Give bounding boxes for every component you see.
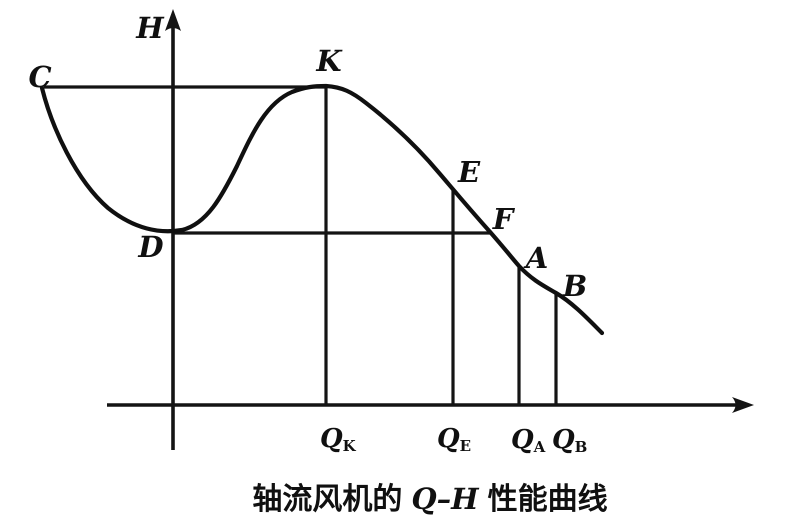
point-label-c: C xyxy=(28,60,51,94)
caption-suffix: 性能曲线 xyxy=(488,482,608,517)
y-axis-arrowhead-icon xyxy=(165,9,181,31)
point-label-d: D xyxy=(137,230,163,264)
performance-curve xyxy=(39,83,605,336)
x-tick-qe: QE xyxy=(437,424,471,455)
x-tick-qb-sub: B xyxy=(575,438,588,456)
x-tick-qk-sub: K xyxy=(343,437,357,455)
y-axis-label: H xyxy=(135,11,165,45)
x-tick-qa-sub: A xyxy=(533,438,546,456)
x-tick-qb-main: Q xyxy=(552,425,575,455)
point-label-b: B xyxy=(562,269,588,303)
x-tick-qa-main: Q xyxy=(511,425,534,455)
x-tick-qk-main: Q xyxy=(320,424,343,454)
figure-caption: 轴流风机的 Q–H 性能曲线 xyxy=(252,482,607,517)
x-tick-qb: QB xyxy=(552,425,587,456)
x-tick-qa: QA xyxy=(511,425,546,456)
point-label-f: F xyxy=(492,202,516,236)
x-tick-qe-sub: E xyxy=(460,437,471,455)
point-label-k: K xyxy=(315,44,343,78)
point-label-a: A xyxy=(523,241,549,275)
x-tick-qk: QK xyxy=(320,424,357,455)
caption-formula: Q–H xyxy=(411,482,480,516)
x-axis-arrowhead-icon xyxy=(732,397,754,413)
point-label-e: E xyxy=(457,155,481,189)
caption-prefix: 轴流风机的 xyxy=(252,482,402,517)
x-tick-qe-main: Q xyxy=(437,424,460,454)
